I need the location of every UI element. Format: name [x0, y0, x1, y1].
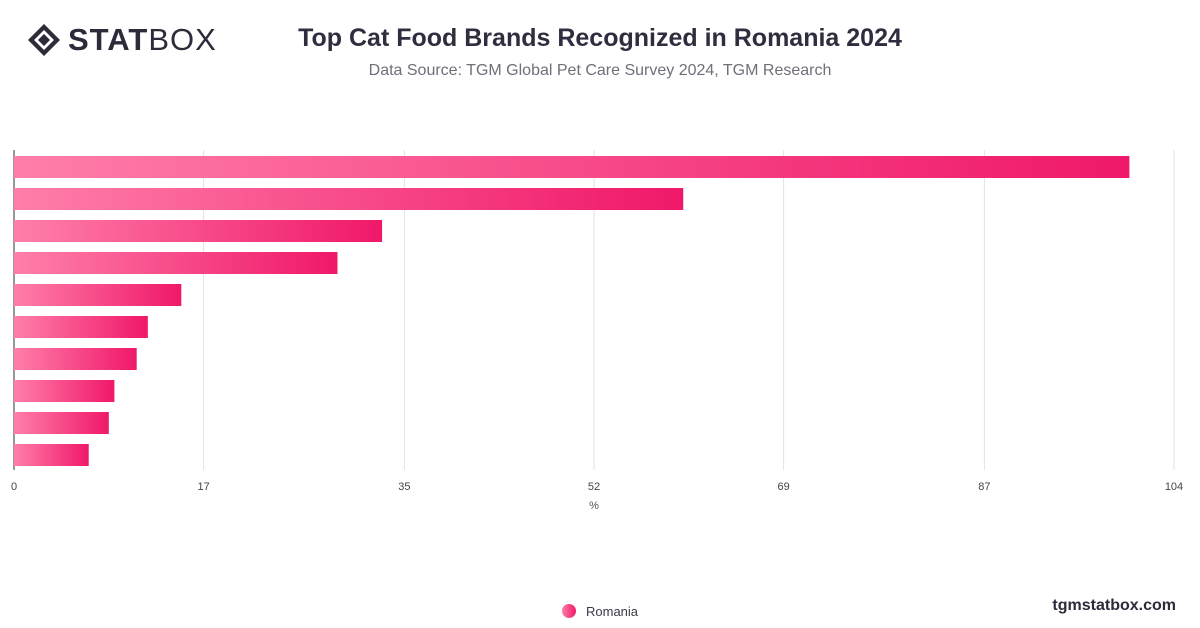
circle-icon	[562, 604, 576, 618]
bar[interactable]	[14, 220, 383, 242]
bar[interactable]	[14, 348, 137, 370]
logo-bold-text: STAT	[68, 22, 149, 57]
x-axis-label: %	[589, 500, 599, 512]
bar[interactable]	[14, 444, 89, 466]
logo-wordmark: STATBOX	[68, 22, 217, 58]
x-tick-label: 35	[398, 481, 410, 493]
statbox-logo: STATBOX	[26, 22, 217, 58]
bars	[14, 156, 1130, 466]
x-tick-label: 52	[588, 481, 600, 493]
x-tick-label: 69	[777, 481, 789, 493]
statbox-diamond-logo-icon	[28, 24, 60, 56]
bar[interactable]	[14, 380, 115, 402]
legend[interactable]: Romania	[562, 603, 638, 619]
footer-site: tgmstatbox.com	[1052, 597, 1176, 614]
x-tick-label: 17	[197, 481, 209, 493]
bar[interactable]	[14, 316, 148, 338]
chart-subtitle: Data Source: TGM Global Pet Care Survey …	[368, 62, 832, 79]
x-tick-label: 87	[978, 481, 990, 493]
bar[interactable]	[14, 156, 1130, 178]
bar[interactable]	[14, 188, 684, 210]
bar[interactable]	[14, 252, 338, 274]
x-axis: 0 17 35 52 69 87 104%	[11, 481, 1183, 512]
bar[interactable]	[14, 284, 182, 306]
legend-label: Romania	[586, 603, 639, 619]
x-tick-label: 0	[11, 481, 17, 493]
logo-light-text: BOX	[148, 22, 217, 57]
bar[interactable]	[14, 412, 109, 434]
chart-title: Top Cat Food Brands Recognized in Romani…	[298, 24, 902, 52]
x-tick-label: 104	[1165, 481, 1183, 493]
